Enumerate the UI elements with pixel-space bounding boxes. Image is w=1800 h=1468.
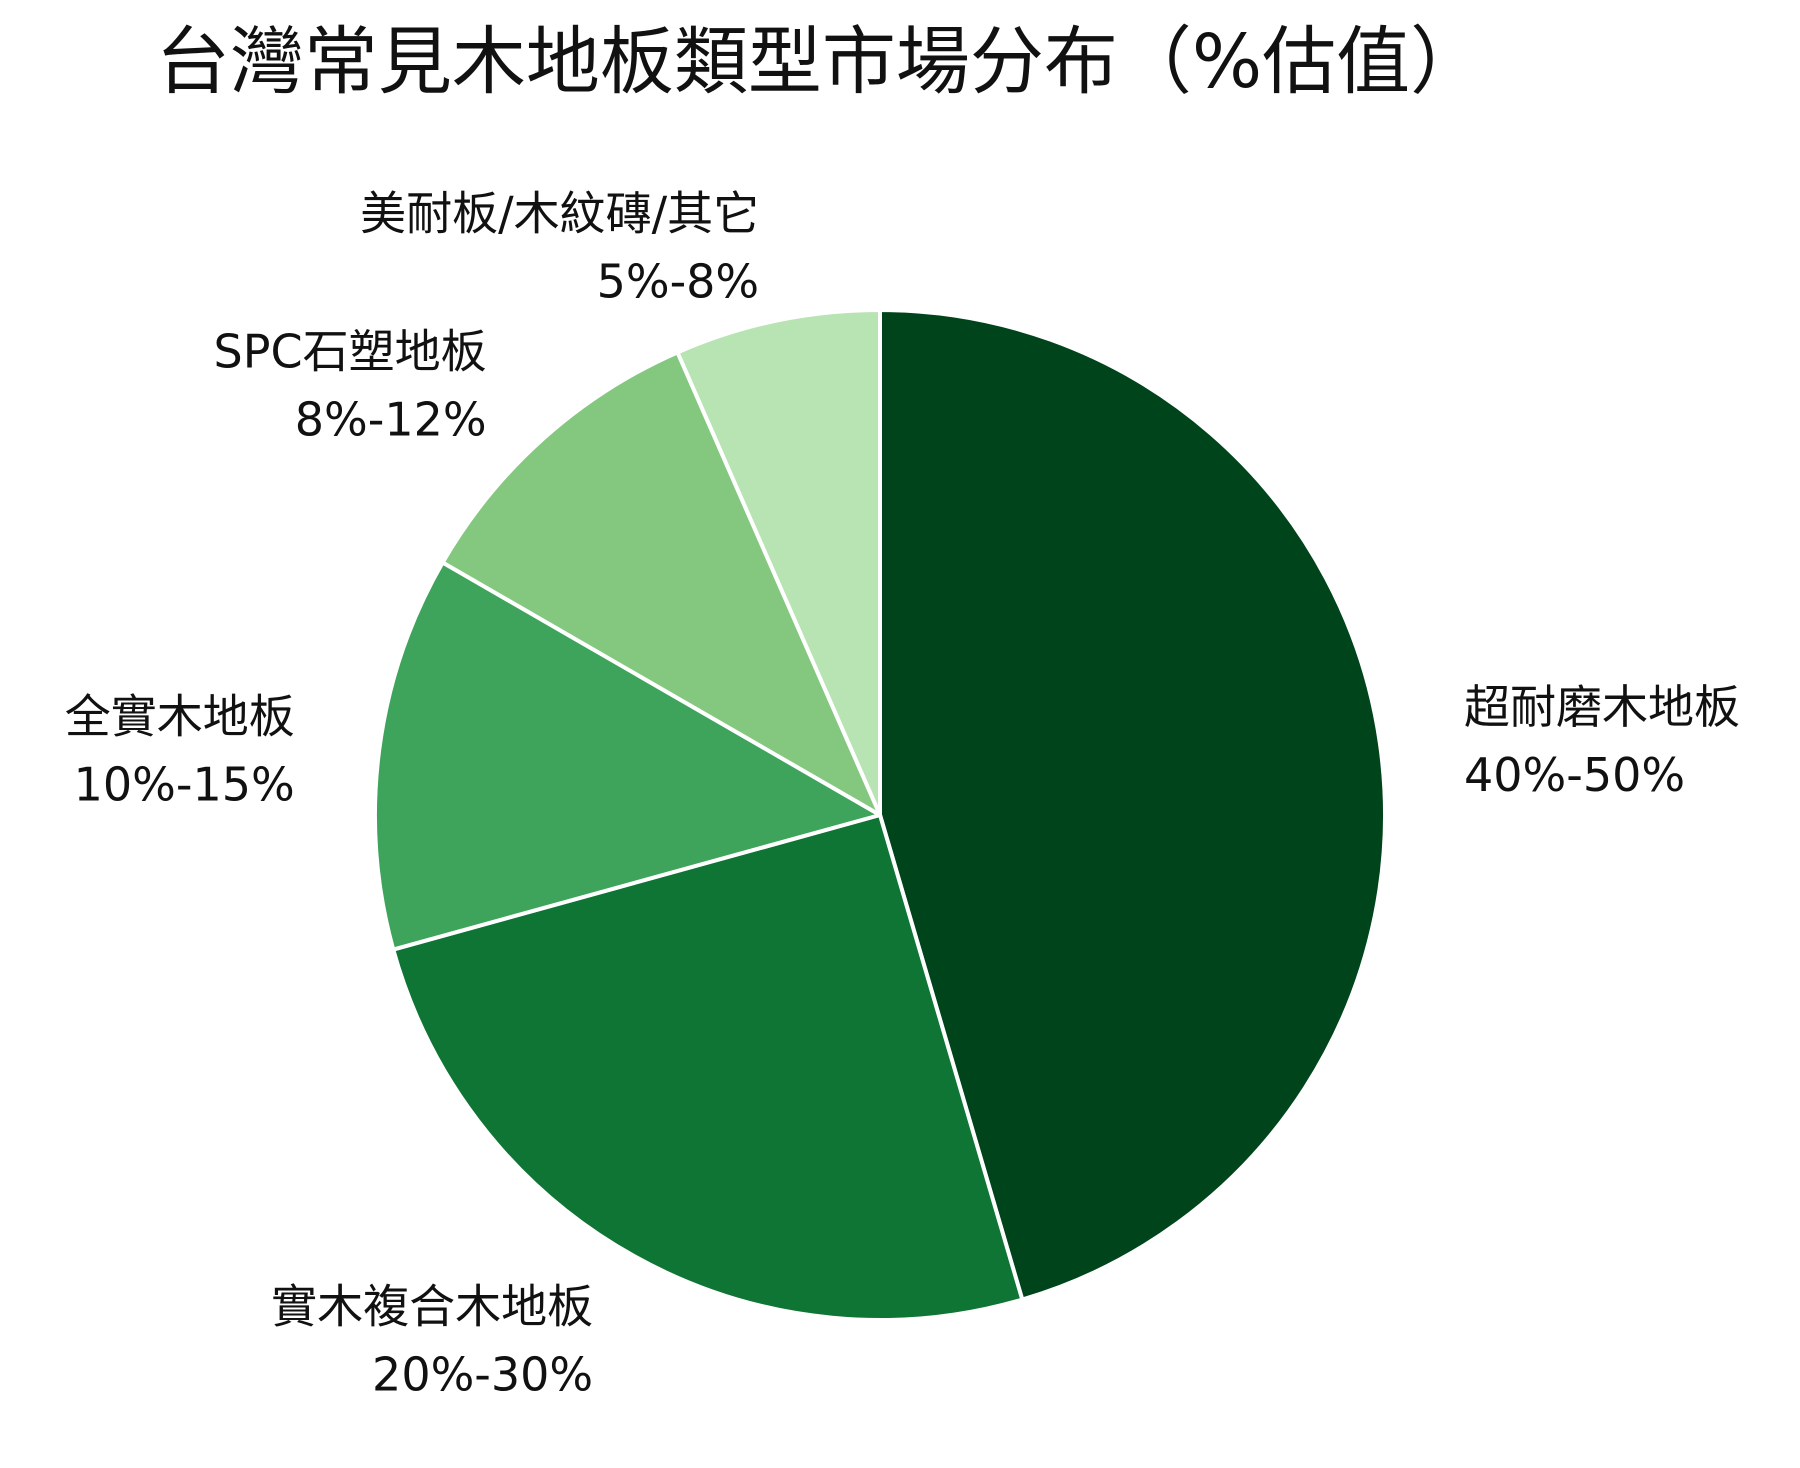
slice-range-label-3: 10%-15% — [74, 757, 295, 811]
pie-slice-2 — [391, 813, 1025, 1322]
slice-range-label-2: 20%-30% — [372, 1348, 593, 1402]
pie-slice-5 — [675, 308, 882, 817]
slice-label-2: 實木複合木地板 — [271, 1280, 593, 1334]
slice-range-label-5: 5%-8% — [597, 255, 760, 309]
pie-slice-3 — [373, 560, 882, 952]
slice-range-label-4: 8%-12% — [295, 392, 487, 446]
pie-slices — [373, 308, 1387, 1322]
slice-label-3: 全實木地板 — [65, 689, 295, 743]
pie-slice-1 — [878, 308, 1387, 1302]
slice-label-5: 美耐板/木紋磚/其它 — [360, 187, 759, 241]
slice-label-1: 超耐磨木地板 — [1464, 680, 1740, 734]
slice-range-label-1: 40%-50% — [1464, 748, 1685, 802]
chart-title: 台灣常見木地板類型市場分布（%估值） — [155, 19, 1485, 105]
pie-labels: 超耐磨木地板 40%-50% 實木複合木地板 20%-30% 全實木地板 10%-15% S… — [65, 187, 1740, 1402]
pie-slice-4 — [440, 350, 882, 817]
slice-label-4: SPC石塑地板 — [214, 324, 487, 378]
